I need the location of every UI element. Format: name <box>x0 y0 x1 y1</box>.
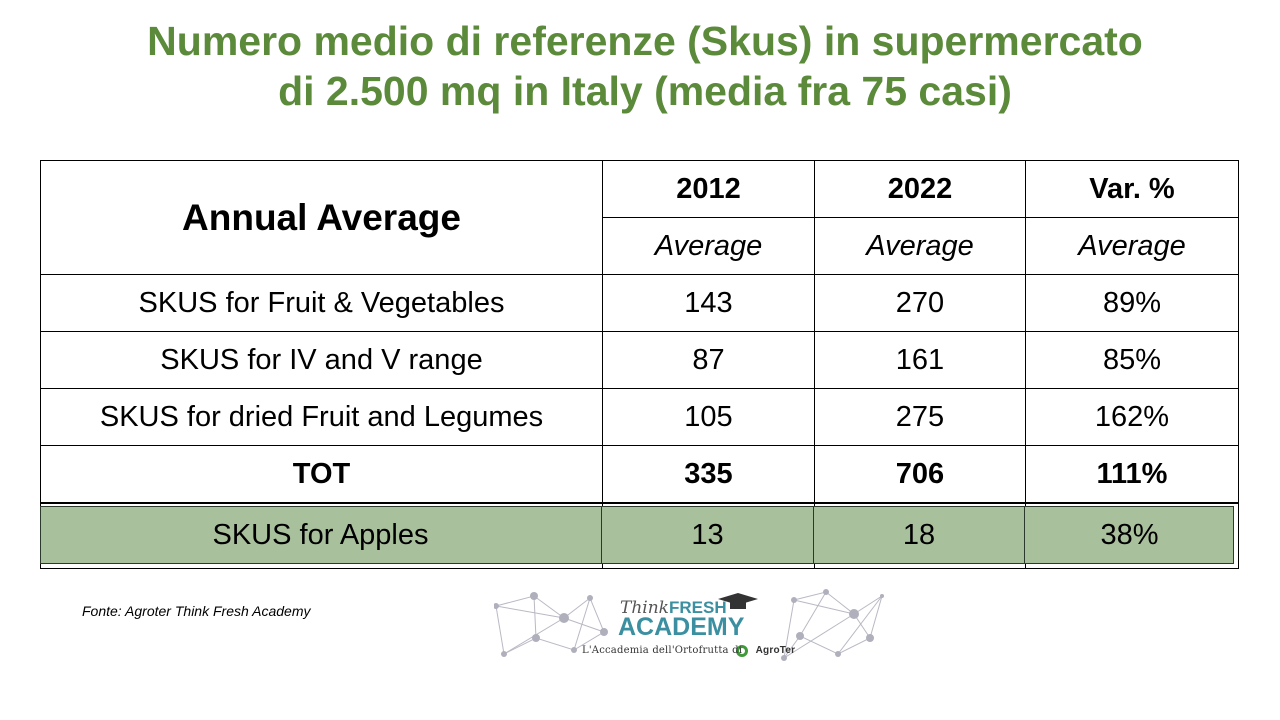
table-row: SKUS for IV and V range 87 161 85% <box>40 331 1239 389</box>
subheader-average-var: Average <box>1025 217 1239 275</box>
total-row: TOT 335 706 111% <box>40 445 1239 504</box>
source-note: Fonte: Agroter Think Fresh Academy <box>82 603 311 619</box>
title-line-1: Numero medio di referenze (Skus) in supe… <box>147 18 1143 64</box>
total-value-var: 111% <box>1025 445 1239 504</box>
agroter-leaf-icon <box>736 645 748 657</box>
row-value-var: 89% <box>1025 274 1239 332</box>
header-annual-average: Annual Average <box>40 160 603 275</box>
logo-think-fresh: ThinkFRESH <box>620 598 727 618</box>
header-year-2022: 2022 <box>814 160 1026 218</box>
highlight-value-2012: 13 <box>602 506 814 564</box>
network-pattern-image <box>494 589 884 661</box>
graduation-cap-icon <box>718 593 758 609</box>
total-label: TOT <box>40 445 603 504</box>
row-value-2012: 87 <box>602 331 815 389</box>
highlight-band <box>40 506 1234 564</box>
highlight-value-2022: 18 <box>814 506 1025 564</box>
row-value-2022: 275 <box>814 388 1026 446</box>
row-value-2022: 270 <box>814 274 1026 332</box>
row-value-2022: 161 <box>814 331 1026 389</box>
subheader-average-2022: Average <box>814 217 1026 275</box>
page-title: Numero medio di referenze (Skus) in supe… <box>0 16 1280 116</box>
header-year-2012: 2012 <box>602 160 815 218</box>
logo-academy: ACADEMY <box>618 613 745 641</box>
row-label: SKUS for IV and V range <box>40 331 603 389</box>
header-var-pct: Var. % <box>1025 160 1239 218</box>
row-value-var: 85% <box>1025 331 1239 389</box>
total-value-2022: 706 <box>814 445 1026 504</box>
row-value-var: 162% <box>1025 388 1239 446</box>
row-value-2012: 105 <box>602 388 815 446</box>
table-row: SKUS for Fruit & Vegetables 143 270 89% <box>40 274 1239 332</box>
highlight-value-var: 38% <box>1100 518 1159 551</box>
highlight-row: SKUS for Apples 13 18 38% <box>40 506 1234 564</box>
total-value-2012: 335 <box>602 445 815 504</box>
table-row: SKUS for dried Fruit and Legumes 105 275… <box>40 388 1239 446</box>
row-label: SKUS for dried Fruit and Legumes <box>40 388 603 446</box>
row-value-2012: 143 <box>602 274 815 332</box>
row-label: SKUS for Fruit & Vegetables <box>40 274 603 332</box>
subheader-average-2012: Average <box>602 217 815 275</box>
logo-tagline: L'Accademia dell'Ortofrutta di AgroTer <box>582 645 796 656</box>
highlight-label: SKUS for Apples <box>40 506 602 564</box>
title-line-2: di 2.500 mq in Italy (media fra 75 casi) <box>278 68 1012 114</box>
